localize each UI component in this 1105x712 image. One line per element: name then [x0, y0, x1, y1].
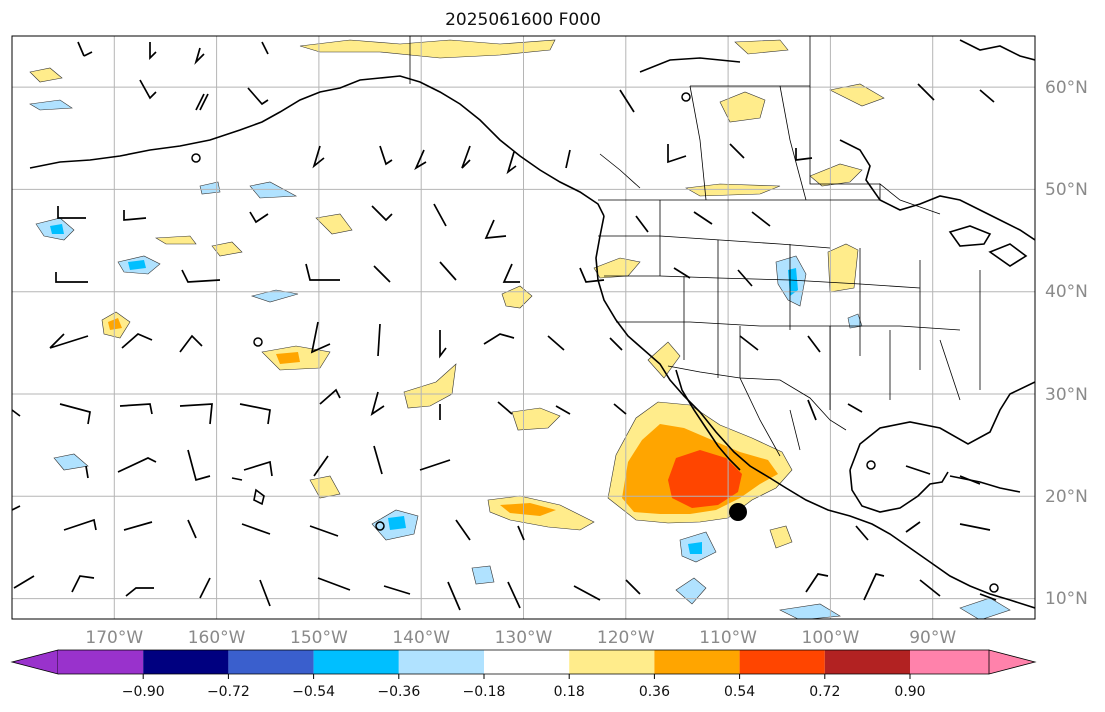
- cool-blob-3-core: [788, 268, 798, 296]
- lon-label: 150°W: [290, 628, 348, 648]
- wind-barbs: [12, 41, 997, 611]
- borders: [409, 36, 981, 457]
- colorbar-bin: [484, 650, 570, 674]
- warm-blob-5: [685, 183, 781, 197]
- lon-label: 170°W: [85, 628, 143, 648]
- colorbar-extend-low: [10, 649, 59, 675]
- colorbar-ticks: [142, 674, 911, 679]
- warm-blob-2: [734, 39, 789, 55]
- colorbar-bin: [313, 650, 399, 674]
- contour-fills: [29, 39, 1011, 619]
- cool-blob-10: [29, 99, 73, 111]
- lon-label: 160°W: [188, 628, 246, 648]
- lat-label: 20°N: [1045, 487, 1088, 507]
- calm-markers: [191, 92, 999, 593]
- lon-label: 110°W: [699, 628, 757, 648]
- cool-blob-1-core: [50, 224, 64, 234]
- warm-blob-4: [829, 83, 885, 107]
- cool-blob-12: [249, 181, 298, 199]
- colorbar-tick-label: 0.72: [809, 684, 840, 700]
- map-frame: [11, 35, 1036, 620]
- colorbar-bin: [824, 650, 910, 674]
- warm-blob-13: [647, 341, 681, 379]
- lat-label: 10°N: [1045, 589, 1088, 609]
- colorbar-tick-label: 0.18: [554, 684, 585, 700]
- cool-blob-5-core: [688, 542, 702, 554]
- colorbar-bin: [398, 650, 484, 674]
- warm-blob-19: [211, 241, 243, 257]
- lon-label: 140°W: [392, 628, 450, 648]
- lon-labels: 170°W 160°W 150°W 140°W 130°W 120°W 110°…: [85, 628, 956, 648]
- cool-blob-13: [53, 453, 89, 471]
- colorbar-tick-label: −0.72: [207, 684, 250, 700]
- location-marker: [729, 503, 747, 521]
- map-title: 2025061600 F000: [445, 10, 601, 30]
- colorbar-bin: [228, 650, 314, 674]
- cool-blob-15: [199, 181, 221, 195]
- lat-label: 30°N: [1045, 385, 1088, 405]
- colorbar-tick-label: 0.54: [724, 684, 755, 700]
- colorbar-bin: [654, 650, 740, 674]
- lat-label: 40°N: [1045, 282, 1088, 302]
- lon-label: 130°W: [495, 628, 553, 648]
- warm-blob-20: [155, 235, 197, 245]
- colorbar-tick-label: −0.18: [463, 684, 506, 700]
- coastlines: [29, 39, 1035, 609]
- warm-blob-7: [593, 257, 641, 279]
- warm-tongue-core: [500, 503, 556, 516]
- cool-blob-7: [471, 565, 495, 585]
- lat-labels: 60°N 50°N 40°N 30°N 20°N 10°N: [1045, 78, 1088, 609]
- warm-blob-18: [29, 67, 63, 83]
- lat-label: 50°N: [1045, 180, 1088, 200]
- colorbar-tick-label: −0.54: [292, 684, 335, 700]
- cool-blob-9: [959, 597, 1011, 619]
- cool-blob-8: [779, 603, 841, 619]
- warm-blob-8: [827, 243, 859, 293]
- colorbar: −0.90 −0.72 −0.54 −0.36 −0.18 0.18 0.36 …: [10, 649, 1037, 700]
- warm-blob-10-core: [108, 318, 122, 330]
- lat-label: 60°N: [1045, 78, 1088, 98]
- warm-anomaly-core: [668, 450, 742, 508]
- colorbar-extend-high: [988, 649, 1037, 675]
- colorbar-bin: [910, 650, 989, 674]
- cool-blob-6: [675, 577, 707, 605]
- warm-blob-17: [769, 525, 793, 549]
- colorbar-tick-label: −0.36: [377, 684, 420, 700]
- warm-blob-16: [315, 213, 353, 235]
- warm-blob-9-core: [276, 352, 300, 364]
- colorbar-bin: [58, 650, 144, 674]
- lon-label: 100°W: [802, 628, 860, 648]
- colorbar-bin: [739, 650, 825, 674]
- lon-label: 90°W: [909, 628, 956, 648]
- warm-blob-1: [299, 39, 556, 59]
- colorbar-tick-label: 0.90: [894, 684, 925, 700]
- colorbar-tick-label: 0.36: [639, 684, 670, 700]
- lon-label: 120°W: [597, 628, 655, 648]
- colorbar-bin: [569, 650, 655, 674]
- cool-blob-2-core: [128, 260, 146, 270]
- colorbar-bin: [143, 650, 229, 674]
- colorbar-tick-label: −0.90: [122, 684, 165, 700]
- warm-blob-15: [309, 475, 341, 499]
- cool-blob-4-core: [388, 516, 406, 530]
